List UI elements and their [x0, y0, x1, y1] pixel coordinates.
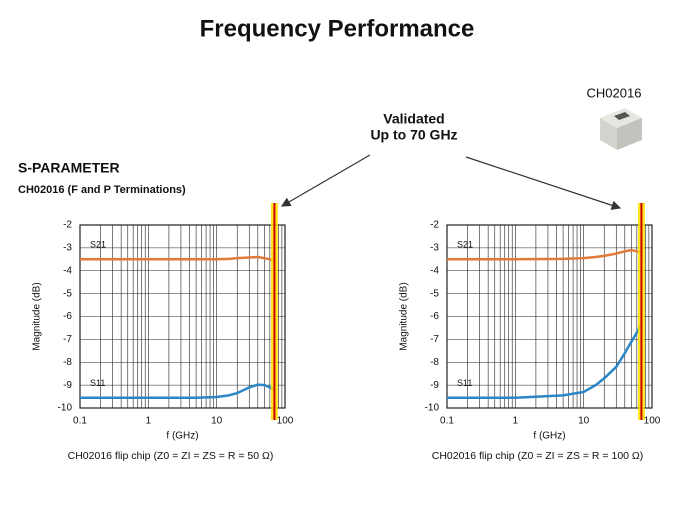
- callout: Validated: [383, 111, 444, 127]
- y-tick-label: -3: [63, 243, 72, 254]
- series-line: [80, 383, 275, 399]
- x-tick-label: 0.1: [73, 416, 87, 427]
- y-tick-label: -5: [63, 288, 72, 299]
- section-title: S-PARAMETER: [18, 160, 120, 176]
- y-axis-label: Magnitude (dB): [32, 282, 43, 350]
- x-tick-label: 1: [146, 416, 152, 427]
- x-tick-label: 100: [277, 416, 294, 427]
- caption: CH02016 flip chip (Z0 = ZI = ZS = R = 50…: [68, 450, 274, 462]
- y-tick-label: -8: [430, 357, 439, 368]
- x-tick-label: 1: [513, 416, 519, 427]
- x-tick-label: 10: [211, 416, 223, 427]
- series-line: [80, 255, 275, 263]
- y-tick-label: -6: [63, 311, 72, 322]
- series-label: S21: [90, 240, 106, 250]
- caption: CH02016 flip chip (Z0 = ZI = ZS = R = 10…: [432, 450, 644, 462]
- arrow: [465, 156, 622, 210]
- slide-title: Frequency Performance: [200, 15, 475, 42]
- y-tick-label: -7: [63, 334, 72, 345]
- y-tick-label: -4: [63, 265, 72, 276]
- arrow: [280, 154, 371, 207]
- y-tick-label: -3: [430, 243, 439, 254]
- callout: Up to 70 GHz: [370, 127, 457, 143]
- image-label: CH02016: [587, 85, 642, 100]
- plot-frame: [79, 224, 286, 409]
- y-tick-label: -10: [425, 403, 440, 414]
- plot-frame: [446, 224, 653, 409]
- y-tick-label: -2: [63, 220, 72, 231]
- series-line: [447, 322, 643, 399]
- x-axis-label: f (GHz): [533, 431, 565, 442]
- x-tick-label: 100: [644, 416, 661, 427]
- series-label: S11: [90, 378, 105, 388]
- y-tick-label: -7: [430, 334, 439, 345]
- series-label: S21: [457, 240, 473, 250]
- y-tick-label: -8: [63, 357, 72, 368]
- x-tick-label: 0.1: [440, 416, 454, 427]
- y-tick-label: -10: [58, 403, 73, 414]
- y-tick-label: -9: [63, 380, 72, 391]
- series-line: [447, 248, 642, 261]
- chip-image: [600, 108, 642, 150]
- y-tick-label: -5: [430, 288, 439, 299]
- y-axis-label: Magnitude (dB): [399, 282, 410, 350]
- y-tick-label: -2: [430, 220, 439, 231]
- y-tick-label: -6: [430, 311, 439, 322]
- section-subtitle: CH02016 (F and P Terminations): [18, 184, 186, 196]
- series-label: S11: [457, 378, 472, 388]
- y-tick-label: -9: [430, 380, 439, 391]
- x-tick-label: 10: [578, 416, 590, 427]
- x-axis-label: f (GHz): [166, 431, 198, 442]
- y-tick-label: -4: [430, 265, 439, 276]
